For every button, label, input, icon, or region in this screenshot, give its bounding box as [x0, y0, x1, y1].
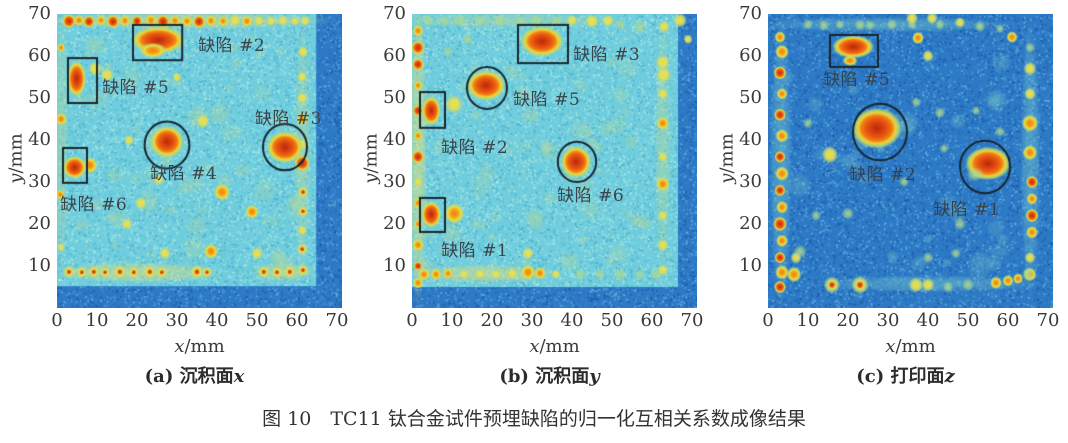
- y-tick-label: 70: [383, 3, 406, 24]
- defect-label: 缺陷 #4: [150, 163, 218, 184]
- defect-label: 缺陷 #2: [441, 137, 509, 158]
- x-tick-label: 20: [480, 310, 504, 331]
- x-tick-label: 50: [600, 310, 624, 331]
- y-tick-label: 10: [739, 255, 762, 276]
- x-tick-label: 20: [125, 310, 149, 331]
- x-tick-label: 0: [762, 310, 774, 331]
- defect-label: 缺陷 #5: [102, 78, 170, 99]
- x-axis-unit: /mm: [184, 336, 225, 357]
- x-axis-unit: /mm: [539, 336, 580, 357]
- y-tick-label: 20: [739, 213, 762, 234]
- x-tick-label: 20: [836, 310, 860, 331]
- y-axis-label: y/mm: [717, 99, 738, 219]
- x-axis-unit: /mm: [895, 336, 936, 357]
- x-tick-label: 60: [996, 310, 1020, 331]
- x-tick-label: 70: [680, 310, 704, 331]
- x-tick-label: 30: [876, 310, 900, 331]
- panel-label-text: (b) 沉积面: [499, 366, 590, 387]
- x-tick-label: 40: [916, 310, 940, 331]
- y-axis-variable: y: [360, 173, 382, 184]
- panel-label-axis: z: [944, 366, 955, 387]
- y-axis-unit: /mm: [360, 133, 382, 174]
- x-tick-label: 70: [1036, 310, 1060, 331]
- y-tick-label: 30: [383, 171, 406, 192]
- defect-label: 缺陷 #2: [849, 164, 917, 185]
- y-axis-label: y/mm: [361, 99, 382, 219]
- y-axis-unit: /mm: [716, 133, 738, 174]
- x-axis-label: x/mm: [140, 336, 260, 357]
- y-axis-unit: /mm: [5, 133, 27, 174]
- y-axis-variable: y: [716, 173, 738, 184]
- defect-label: 缺陷 #1: [933, 200, 1001, 221]
- panel-label-axis: x: [233, 366, 245, 387]
- y-tick-label: 10: [28, 255, 51, 276]
- y-tick-label: 60: [28, 45, 51, 66]
- x-tick-label: 70: [325, 310, 349, 331]
- x-axis-variable: x: [174, 336, 185, 357]
- x-axis-label: x/mm: [851, 336, 971, 357]
- y-tick-label: 20: [28, 213, 51, 234]
- x-axis-label: x/mm: [495, 336, 615, 357]
- x-tick-label: 10: [796, 310, 820, 331]
- figure-caption: 图 10 TC11 钛合金试件预埋缺陷的归一化互相关系数成像结果: [262, 408, 806, 430]
- y-tick-label: 10: [383, 255, 406, 276]
- x-tick-label: 10: [440, 310, 464, 331]
- defect-label: 缺陷 #3: [255, 109, 322, 129]
- heatmap-canvas-a: [57, 14, 342, 308]
- x-tick-label: 10: [85, 310, 109, 331]
- panel-label-c: (c) 打印面z: [786, 362, 1026, 388]
- y-tick-label: 70: [28, 3, 51, 24]
- y-axis-variable: y: [5, 173, 27, 184]
- panel-label-text: (c) 打印面: [856, 366, 945, 387]
- x-tick-label: 0: [406, 310, 418, 331]
- x-tick-label: 30: [165, 310, 189, 331]
- panel-label-axis: y: [589, 366, 600, 387]
- y-tick-label: 20: [383, 213, 406, 234]
- defect-label: 缺陷 #1: [441, 240, 509, 261]
- defect-label: 缺陷 #6: [557, 185, 625, 206]
- x-axis-variable: x: [529, 336, 540, 357]
- y-tick-label: 50: [383, 87, 406, 108]
- y-tick-label: 40: [383, 129, 406, 150]
- y-tick-label: 50: [739, 87, 762, 108]
- panel-label-a: (a) 沉积面x: [75, 362, 315, 388]
- y-tick-label: 30: [28, 171, 51, 192]
- defect-label: 缺陷 #6: [60, 195, 128, 216]
- x-tick-label: 30: [520, 310, 544, 331]
- x-tick-label: 50: [956, 310, 980, 331]
- panel-label-text: (a) 沉积面: [144, 366, 234, 387]
- defect-label: 缺陷 #5: [823, 70, 891, 91]
- y-tick-label: 60: [383, 45, 406, 66]
- defect-label: 缺陷 #2: [198, 36, 266, 57]
- y-tick-label: 40: [28, 129, 51, 150]
- defect-label: 缺陷 #3: [573, 45, 641, 66]
- y-axis-label: y/mm: [6, 99, 27, 219]
- x-tick-label: 0: [51, 310, 63, 331]
- y-tick-label: 50: [28, 87, 51, 108]
- x-tick-label: 60: [285, 310, 309, 331]
- x-tick-label: 40: [560, 310, 584, 331]
- x-tick-label: 60: [640, 310, 664, 331]
- heatmap-canvas-c: [768, 14, 1053, 308]
- panel-label-b: (b) 沉积面y: [430, 362, 670, 388]
- y-tick-label: 30: [739, 171, 762, 192]
- x-tick-label: 40: [205, 310, 229, 331]
- x-axis-variable: x: [885, 336, 896, 357]
- y-tick-label: 60: [739, 45, 762, 66]
- defect-label: 缺陷 #5: [513, 90, 581, 111]
- x-tick-label: 50: [245, 310, 269, 331]
- heatmap-canvas-b: [412, 14, 697, 308]
- y-tick-label: 40: [739, 129, 762, 150]
- y-tick-label: 70: [739, 3, 762, 24]
